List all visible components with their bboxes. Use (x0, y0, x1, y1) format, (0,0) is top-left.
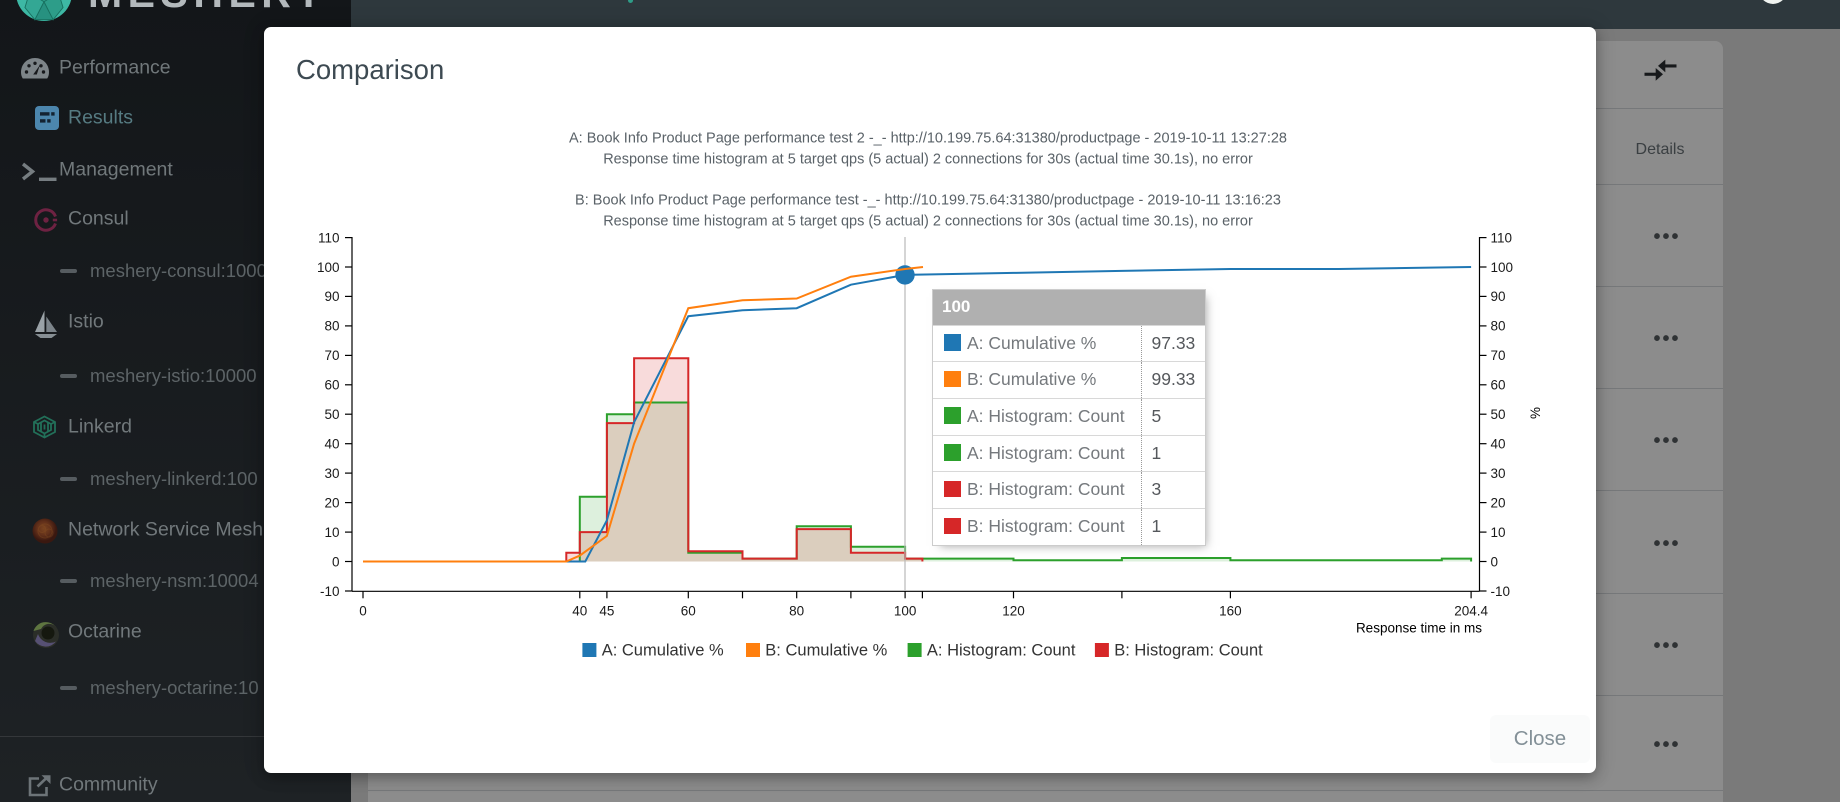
svg-text:70: 70 (1491, 348, 1506, 363)
svg-text:B: Book Info Product Page perf: B: Book Info Product Page performance te… (575, 193, 1281, 209)
svg-text:100: 100 (317, 260, 340, 275)
svg-text:A: Book Info Product Page perf: A: Book Info Product Page performance te… (569, 131, 1287, 147)
svg-text:-10: -10 (320, 584, 340, 599)
svg-text:80: 80 (1491, 319, 1506, 334)
svg-text:80: 80 (789, 604, 804, 619)
svg-text:110: 110 (318, 230, 340, 245)
svg-text:40: 40 (324, 437, 339, 452)
svg-text:10: 10 (324, 525, 339, 540)
svg-text:100: 100 (1491, 260, 1514, 275)
svg-text:30: 30 (1491, 466, 1506, 481)
svg-text:70: 70 (324, 348, 339, 363)
svg-text:100: 100 (894, 604, 917, 619)
svg-text:B: Histogram: Count: B: Histogram: Count (1114, 642, 1263, 660)
svg-text:40: 40 (1491, 437, 1506, 452)
svg-text:60: 60 (324, 378, 339, 393)
svg-text:A: Histogram: Count: A: Histogram: Count (927, 642, 1076, 660)
svg-text:A: Cumulative %: A: Cumulative % (602, 642, 724, 660)
svg-text:B: Cumulative %: B: Cumulative % (765, 642, 887, 660)
svg-text:20: 20 (324, 495, 339, 510)
svg-text:0: 0 (1491, 554, 1499, 569)
svg-text:90: 90 (324, 289, 339, 304)
svg-text:160: 160 (1219, 604, 1242, 619)
svg-text:Response time in ms: Response time in ms (1356, 621, 1482, 636)
svg-text:-10: -10 (1491, 584, 1511, 599)
svg-text:Response time histogram at 5 t: Response time histogram at 5 target qps … (603, 214, 1253, 230)
svg-text:%: % (1528, 407, 1543, 419)
svg-text:0: 0 (332, 554, 340, 569)
svg-text:80: 80 (324, 319, 339, 334)
svg-text:60: 60 (1491, 378, 1506, 393)
svg-text:40: 40 (572, 604, 587, 619)
svg-text:10: 10 (1491, 525, 1506, 540)
svg-text:50: 50 (1491, 407, 1506, 422)
svg-text:120: 120 (1002, 604, 1025, 619)
svg-text:110: 110 (1491, 230, 1513, 245)
svg-text:45: 45 (599, 604, 614, 619)
svg-text:90: 90 (1491, 289, 1506, 304)
svg-text:204.4: 204.4 (1454, 604, 1488, 619)
svg-text:0: 0 (359, 604, 367, 619)
svg-text:50: 50 (324, 407, 339, 422)
svg-text:Response time histogram at 5 t: Response time histogram at 5 target qps … (603, 152, 1253, 168)
svg-text:30: 30 (324, 466, 339, 481)
svg-text:20: 20 (1491, 495, 1506, 510)
svg-text:60: 60 (681, 604, 696, 619)
